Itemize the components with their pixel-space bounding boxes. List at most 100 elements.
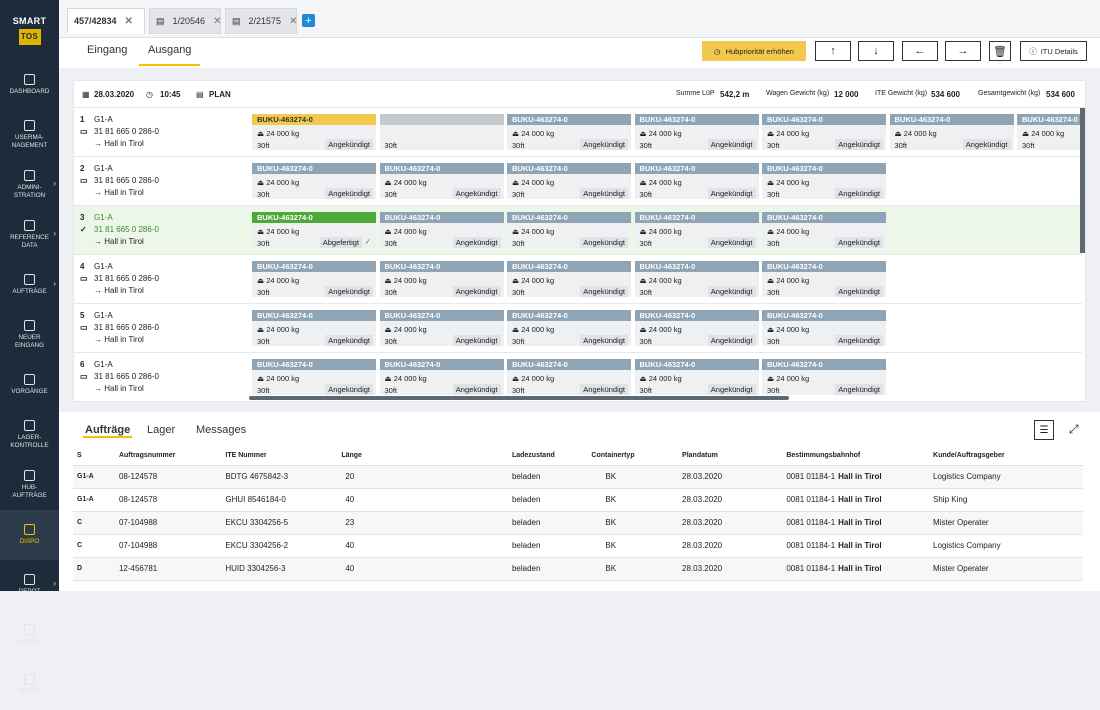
expand-icon[interactable]: ⤢ <box>1069 422 1079 437</box>
sidebar-item-profile[interactable]: PROFIL <box>0 660 59 710</box>
arrow-down-button[interactable]: ↓ <box>858 41 894 61</box>
sidebar-item-new-entry[interactable]: NEUER EINGANG <box>0 310 59 360</box>
weight-value: ⏏ 24 000 kg <box>512 374 554 383</box>
table-cell: 28.03.2020 <box>678 465 782 488</box>
file-tab-1[interactable]: 457/42834✕ <box>67 8 145 34</box>
table-cell: BDTG 4675842-3 <box>221 465 337 488</box>
filter-button[interactable]: ☰ <box>1034 420 1054 440</box>
delete-button[interactable]: 🗑 <box>989 41 1011 61</box>
size-value: 30ft <box>257 386 270 395</box>
sidebar-item-customer[interactable]: KUNDE› <box>0 610 59 660</box>
column-header[interactable]: Ladezustand <box>508 447 587 465</box>
sidebar-item-dashboard[interactable]: DASHBOARD <box>0 60 59 110</box>
column-header[interactable]: Kunde/Auftragsgeber <box>929 447 1083 465</box>
tab-auftraege[interactable]: Aufträge <box>83 424 132 438</box>
table-cell: Mister Operater <box>929 511 1083 534</box>
customer-icon <box>24 624 35 635</box>
column-header[interactable]: Bestimmungsbahnhof <box>782 447 929 465</box>
close-icon[interactable]: ✕ <box>125 16 133 27</box>
add-tab-button[interactable]: + <box>302 14 315 27</box>
tab-lager[interactable]: Lager <box>147 424 175 442</box>
sidebar-item-database[interactable]: REFERENCE DATA› <box>0 210 59 260</box>
smart-tos-logo[interactable]: SMART TOS <box>0 0 59 60</box>
sidebar-item-admin[interactable]: ADMINI- STRATION› <box>0 160 59 210</box>
vertical-scrollbar[interactable] <box>1080 108 1085 253</box>
sidebar-item-dispo[interactable]: DISPO <box>0 510 59 560</box>
sidebar-item-users[interactable]: USERMA- NAGEMENT <box>0 110 59 160</box>
column-header[interactable]: Plandatum <box>678 447 782 465</box>
column-header[interactable]: Länge <box>337 447 508 465</box>
file-tab-3[interactable]: ▤2/21575✕ <box>225 8 297 34</box>
container-code: BUKU-463274-0 <box>252 114 376 125</box>
horizontal-scrollbar[interactable] <box>249 396 789 400</box>
priority-button[interactable]: ◷Hubpriorität erhöhen <box>702 41 806 61</box>
arrow-up-button[interactable]: ↑ <box>815 41 851 61</box>
sidebar-item-depot[interactable]: DEPOT› <box>0 560 59 610</box>
depot-icon <box>24 574 35 585</box>
column-header[interactable]: Containertyp <box>587 447 678 465</box>
file-tab-2[interactable]: ▤1/20546✕ <box>149 8 221 34</box>
tab-eingang[interactable]: Eingang <box>87 44 127 64</box>
sidebar-item-hub[interactable]: HUB- AUFTRÄGE <box>0 460 59 510</box>
tab-ausgang[interactable]: Ausgang <box>139 44 200 66</box>
column-header[interactable]: ITE Nummer <box>221 447 337 465</box>
sidebar-item-stack[interactable]: VORGÄNGE <box>0 360 59 410</box>
container-slot[interactable]: 30ft <box>380 114 504 150</box>
sidebar-item-document[interactable]: AUFTRÄGE› <box>0 260 59 310</box>
weight-icon: ⏏ <box>767 227 774 236</box>
arrow-right-button[interactable]: → <box>945 41 981 61</box>
tab-messages[interactable]: Messages <box>196 424 246 442</box>
table-cell: 07-104988 <box>115 534 221 557</box>
column-header[interactable]: Auftragsnummer <box>115 447 221 465</box>
column-header[interactable]: S <box>73 447 115 465</box>
arrow-left-button[interactable]: ← <box>902 41 938 61</box>
close-icon[interactable]: ✕ <box>289 16 297 27</box>
sidebar-item-forklift[interactable]: LAGER- KONTROLLE <box>0 410 59 460</box>
close-icon[interactable]: ✕ <box>213 16 221 27</box>
